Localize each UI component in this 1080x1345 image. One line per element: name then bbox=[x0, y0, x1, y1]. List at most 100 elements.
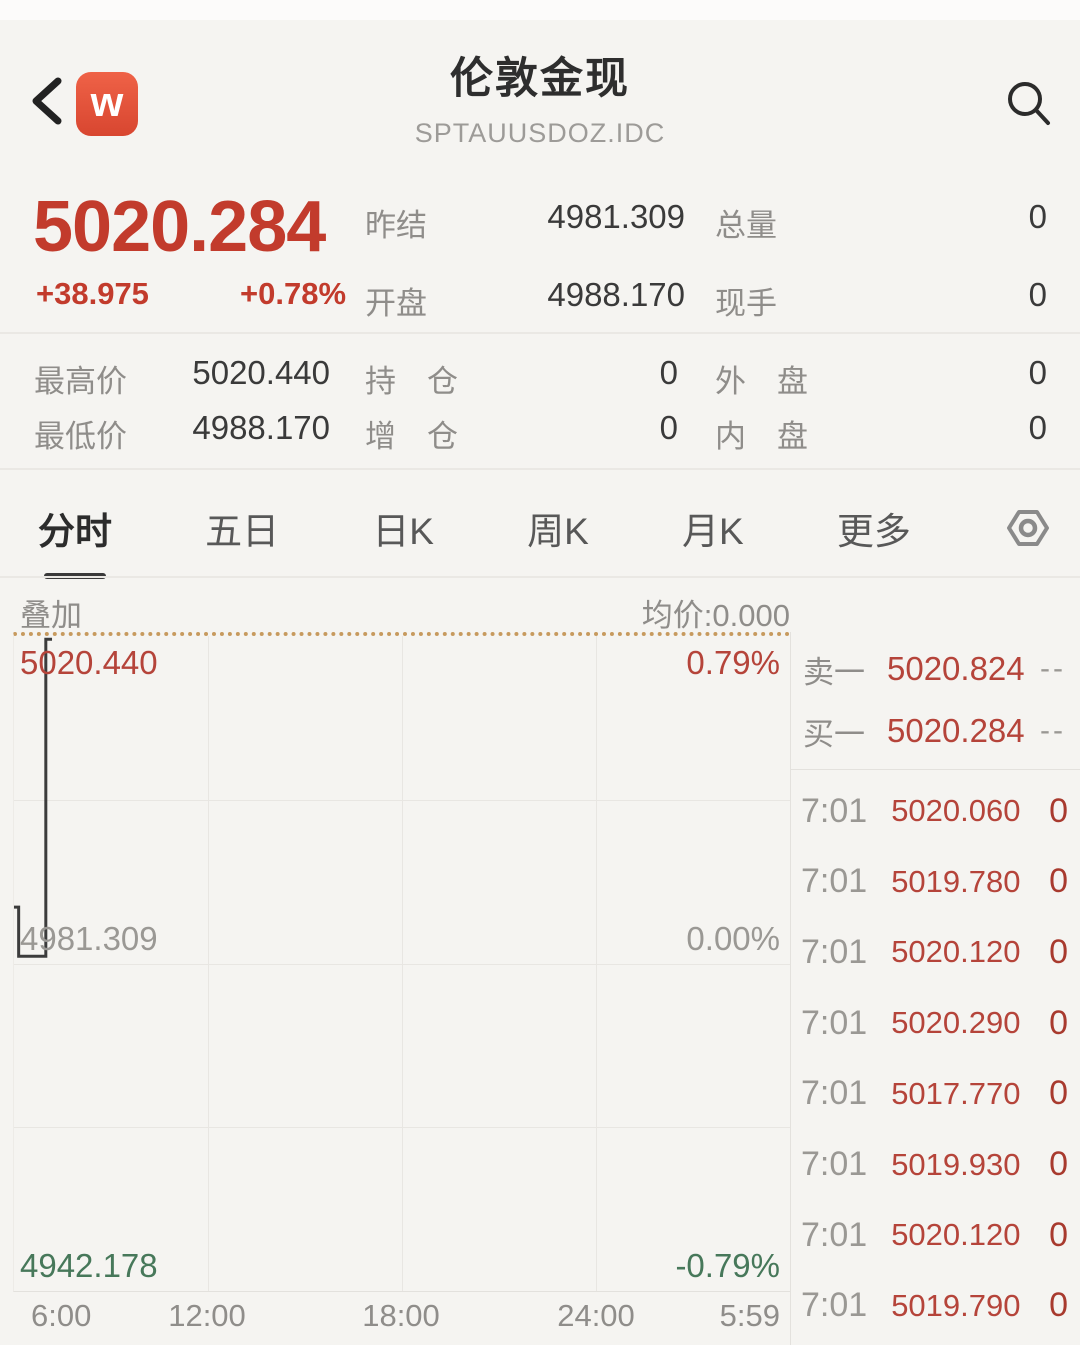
tab-weekly-k[interactable]: 周K bbox=[527, 511, 589, 552]
trade-time: 7:01 bbox=[801, 932, 868, 971]
y-label-pct-high: 0.79% bbox=[686, 644, 780, 681]
trade-price: 5020.120 bbox=[891, 934, 1021, 970]
inner-disk-label: 内 盘 bbox=[715, 419, 808, 454]
bid-volume: -- bbox=[1040, 714, 1066, 747]
trade-volume: 0 bbox=[1049, 1215, 1068, 1254]
open-interest-value: 0 bbox=[659, 354, 678, 391]
trade-price: 5019.930 bbox=[891, 1146, 1021, 1182]
trade-list[interactable]: 7:01 5020.060 0 7:01 5019.780 0 7:01 502… bbox=[791, 770, 1080, 1345]
x-axis: 6:00 12:00 18:00 24:00 5:59 bbox=[13, 1298, 790, 1338]
avg-price-label: 均价:0.000 bbox=[641, 598, 790, 633]
trade-time: 7:01 bbox=[801, 791, 868, 830]
separator bbox=[0, 576, 1080, 578]
tab-minute[interactable]: 分时 bbox=[38, 501, 112, 555]
trade-row: 7:01 5017.770 0 bbox=[791, 1073, 1080, 1115]
search-button[interactable] bbox=[1004, 78, 1054, 128]
current-volume-value: 0 bbox=[1028, 276, 1047, 313]
trade-row: 7:01 5020.120 0 bbox=[791, 1214, 1080, 1256]
trade-row: 7:01 5019.790 0 bbox=[791, 1285, 1080, 1327]
separator bbox=[0, 332, 1080, 334]
bid-price: 5020.284 bbox=[887, 712, 1025, 749]
open-label: 开盘 bbox=[365, 286, 427, 321]
tab-five-day[interactable]: 五日 bbox=[205, 511, 280, 552]
page-title: 伦敦金现 bbox=[450, 55, 630, 103]
trade-time: 7:01 bbox=[801, 1003, 868, 1042]
ask-label: 卖一 bbox=[803, 654, 865, 690]
tab-monthly-k[interactable]: 月K bbox=[682, 511, 744, 552]
trade-volume: 0 bbox=[1049, 1286, 1068, 1325]
high-label: 最高价 bbox=[34, 364, 127, 399]
order-book: 卖一 5020.824 -- 买一 5020.284 -- bbox=[791, 632, 1080, 770]
price-line bbox=[14, 639, 52, 956]
trade-price: 5017.770 bbox=[891, 1075, 1021, 1111]
x-tick: 18:00 bbox=[362, 1298, 440, 1333]
ask-price: 5020.824 bbox=[887, 650, 1025, 687]
low-label: 最低价 bbox=[34, 419, 127, 454]
high-value: 5020.440 bbox=[192, 354, 330, 391]
settings-nut-icon bbox=[1007, 510, 1049, 546]
chevron-left-icon bbox=[32, 77, 62, 125]
trade-price: 5019.790 bbox=[891, 1287, 1021, 1323]
instrument-code: SPTAUUSDOZ.IDC bbox=[414, 118, 666, 148]
trade-price: 5020.120 bbox=[891, 1217, 1021, 1253]
trade-volume: 0 bbox=[1049, 791, 1068, 830]
trade-row: 7:01 5020.120 0 bbox=[791, 931, 1080, 973]
low-value: 4988.170 bbox=[192, 409, 330, 446]
trade-row: 7:01 5020.060 0 bbox=[791, 790, 1080, 832]
current-volume-label: 现手 bbox=[715, 286, 777, 321]
trade-time: 7:01 bbox=[801, 1286, 868, 1325]
open-interest-label: 持 仓 bbox=[365, 364, 458, 399]
chart-settings-button[interactable] bbox=[1004, 504, 1052, 552]
x-tick: 12:00 bbox=[168, 1298, 246, 1333]
y-label-pct-low: -0.79% bbox=[675, 1247, 780, 1284]
trade-time: 7:01 bbox=[801, 1215, 868, 1254]
trade-price: 5019.780 bbox=[891, 863, 1021, 899]
status-bar-strip bbox=[0, 0, 1080, 20]
gridline bbox=[14, 1127, 790, 1129]
total-volume-label: 总量 bbox=[715, 208, 777, 243]
trade-volume: 0 bbox=[1049, 932, 1068, 971]
x-tick: 6:00 bbox=[31, 1298, 92, 1333]
price-change: +38.975 bbox=[36, 276, 149, 311]
prev-close-label: 昨结 bbox=[365, 208, 427, 243]
trade-volume: 0 bbox=[1049, 1145, 1068, 1184]
trade-row: 7:01 5019.780 0 bbox=[791, 861, 1080, 903]
prev-close-value: 4981.309 bbox=[547, 198, 685, 235]
price-line-svg bbox=[14, 636, 790, 1291]
wind-app-logo[interactable]: w bbox=[76, 72, 138, 136]
y-label-high: 5020.440 bbox=[20, 644, 158, 681]
inner-disk-value: 0 bbox=[1028, 409, 1047, 446]
tab-daily-k[interactable]: 日K bbox=[372, 511, 434, 552]
quote-side-panel: 卖一 5020.824 -- 买一 5020.284 -- 7:01 5020.… bbox=[790, 632, 1080, 1345]
tab-more[interactable]: 更多 bbox=[836, 511, 911, 552]
ask-volume: -- bbox=[1040, 652, 1066, 685]
trade-price: 5020.060 bbox=[891, 793, 1021, 828]
trade-volume: 0 bbox=[1049, 1003, 1068, 1042]
search-icon bbox=[1008, 82, 1050, 125]
overlay-button[interactable]: 叠加 bbox=[20, 598, 82, 633]
trade-volume: 0 bbox=[1049, 862, 1068, 901]
y-label-mid: 4981.309 bbox=[20, 920, 158, 958]
trade-time: 7:01 bbox=[801, 1145, 868, 1184]
trade-time: 7:01 bbox=[801, 1074, 868, 1113]
intraday-chart[interactable]: 5020.440 0.79% 4981.309 0.00% 4942.178 -… bbox=[13, 632, 790, 1292]
oi-change-value: 0 bbox=[659, 409, 678, 446]
gridline bbox=[14, 963, 790, 965]
oi-change-label: 增 仓 bbox=[365, 419, 458, 454]
outer-disk-label: 外 盘 bbox=[715, 364, 808, 399]
logo-letter: w bbox=[90, 78, 124, 125]
trade-price: 5020.290 bbox=[891, 1005, 1021, 1041]
trade-volume: 0 bbox=[1049, 1074, 1068, 1113]
period-tabs: 分时 五日 日K 周K 月K 更多 bbox=[0, 482, 1080, 574]
x-tick: 5:59 bbox=[719, 1298, 780, 1333]
outer-disk-value: 0 bbox=[1028, 354, 1047, 391]
bid-row: 买一 5020.284 -- bbox=[791, 698, 1080, 764]
ask-row: 卖一 5020.824 -- bbox=[791, 636, 1080, 702]
bid-label: 买一 bbox=[803, 716, 865, 752]
last-price: 5020.284 bbox=[33, 187, 326, 267]
back-button[interactable] bbox=[26, 76, 68, 126]
trade-row: 7:01 5019.930 0 bbox=[791, 1144, 1080, 1186]
trade-row: 7:01 5020.290 0 bbox=[791, 1002, 1080, 1044]
price-change-pct: +0.78% bbox=[240, 276, 347, 311]
open-value: 4988.170 bbox=[547, 276, 685, 313]
